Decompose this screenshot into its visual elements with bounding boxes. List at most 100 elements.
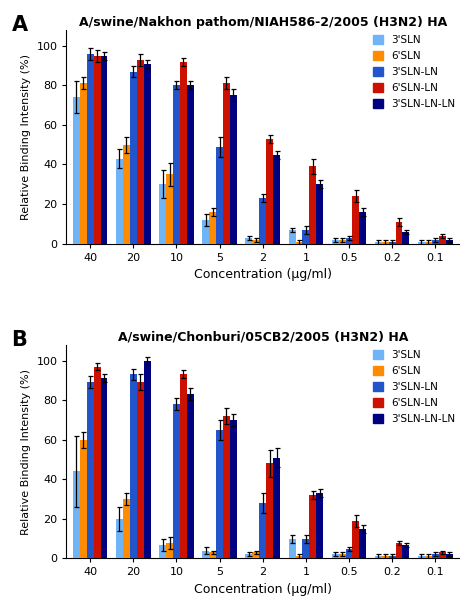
- Bar: [246, 554, 252, 558]
- Bar: [202, 220, 209, 244]
- Bar: [382, 557, 389, 558]
- Bar: [295, 241, 302, 244]
- Bar: [346, 238, 353, 244]
- Bar: [252, 552, 259, 558]
- Bar: [130, 71, 137, 244]
- Y-axis label: Relative Binding Intensity (%): Relative Binding Intensity (%): [21, 54, 31, 220]
- Bar: [310, 166, 316, 244]
- Bar: [246, 238, 252, 244]
- Bar: [338, 240, 346, 244]
- Bar: [223, 83, 230, 244]
- Text: B: B: [11, 330, 27, 350]
- Legend: 3'SLN, 6'SLN, 3'SLN-LN, 6'SLN-LN, 3'SLN-LN-LN: 3'SLN, 6'SLN, 3'SLN-LN, 6'SLN-LN, 3'SLN-…: [371, 33, 458, 111]
- Bar: [73, 471, 80, 558]
- Bar: [266, 464, 273, 558]
- Bar: [100, 56, 108, 244]
- Bar: [80, 83, 87, 244]
- Bar: [230, 95, 237, 244]
- Bar: [144, 360, 151, 558]
- Bar: [316, 185, 323, 244]
- Bar: [359, 529, 366, 558]
- Title: A/swine/Nakhon pathom/NIAH586-2/2005 (H3N2) HA: A/swine/Nakhon pathom/NIAH586-2/2005 (H3…: [79, 16, 447, 29]
- X-axis label: Concentration (µg/ml): Concentration (µg/ml): [194, 268, 332, 281]
- Bar: [187, 86, 194, 244]
- Bar: [332, 240, 338, 244]
- Bar: [389, 241, 396, 244]
- Bar: [295, 557, 302, 558]
- Bar: [439, 552, 446, 558]
- Bar: [266, 139, 273, 244]
- Bar: [359, 212, 366, 244]
- Bar: [252, 240, 259, 244]
- Bar: [216, 430, 223, 558]
- Legend: 3'SLN, 6'SLN, 3'SLN-LN, 6'SLN-LN, 3'SLN-LN-LN: 3'SLN, 6'SLN, 3'SLN-LN, 6'SLN-LN, 3'SLN-…: [371, 348, 458, 426]
- Bar: [446, 554, 453, 558]
- Bar: [144, 64, 151, 244]
- Bar: [432, 240, 439, 244]
- Bar: [123, 145, 130, 244]
- Bar: [425, 557, 432, 558]
- Bar: [87, 54, 93, 244]
- Bar: [425, 241, 432, 244]
- Bar: [100, 378, 108, 558]
- Bar: [418, 241, 425, 244]
- Text: A: A: [11, 15, 27, 35]
- Bar: [375, 557, 382, 558]
- Bar: [87, 382, 93, 558]
- Bar: [402, 544, 410, 558]
- Title: A/swine/Chonburi/05CB2/2005 (H3N2) HA: A/swine/Chonburi/05CB2/2005 (H3N2) HA: [118, 331, 408, 343]
- Bar: [338, 554, 346, 558]
- Bar: [187, 394, 194, 558]
- Bar: [402, 232, 410, 244]
- Bar: [396, 222, 402, 244]
- Bar: [173, 86, 180, 244]
- Bar: [173, 404, 180, 558]
- Bar: [389, 557, 396, 558]
- Bar: [432, 554, 439, 558]
- Bar: [159, 185, 166, 244]
- Bar: [439, 236, 446, 244]
- Bar: [116, 158, 123, 244]
- Bar: [375, 241, 382, 244]
- Bar: [289, 539, 295, 558]
- Bar: [346, 549, 353, 558]
- Bar: [223, 416, 230, 558]
- Bar: [80, 440, 87, 558]
- Bar: [130, 375, 137, 558]
- Bar: [116, 519, 123, 558]
- Bar: [73, 97, 80, 244]
- Bar: [273, 155, 280, 244]
- Bar: [93, 56, 100, 244]
- Bar: [289, 230, 295, 244]
- X-axis label: Concentration (µg/ml): Concentration (µg/ml): [194, 583, 332, 596]
- Bar: [310, 495, 316, 558]
- Bar: [273, 458, 280, 558]
- Bar: [259, 198, 266, 244]
- Bar: [418, 557, 425, 558]
- Bar: [159, 544, 166, 558]
- Bar: [382, 241, 389, 244]
- Bar: [446, 240, 453, 244]
- Bar: [93, 367, 100, 558]
- Bar: [137, 382, 144, 558]
- Bar: [302, 539, 310, 558]
- Bar: [332, 554, 338, 558]
- Bar: [259, 503, 266, 558]
- Y-axis label: Relative Binding Intensity (%): Relative Binding Intensity (%): [21, 368, 31, 535]
- Bar: [230, 420, 237, 558]
- Bar: [396, 543, 402, 558]
- Bar: [202, 551, 209, 558]
- Bar: [316, 493, 323, 558]
- Bar: [166, 174, 173, 244]
- Bar: [216, 147, 223, 244]
- Bar: [209, 552, 216, 558]
- Bar: [166, 543, 173, 558]
- Bar: [302, 230, 310, 244]
- Bar: [353, 521, 359, 558]
- Bar: [180, 62, 187, 244]
- Bar: [353, 196, 359, 244]
- Bar: [137, 60, 144, 244]
- Bar: [123, 499, 130, 558]
- Bar: [209, 212, 216, 244]
- Bar: [180, 375, 187, 558]
